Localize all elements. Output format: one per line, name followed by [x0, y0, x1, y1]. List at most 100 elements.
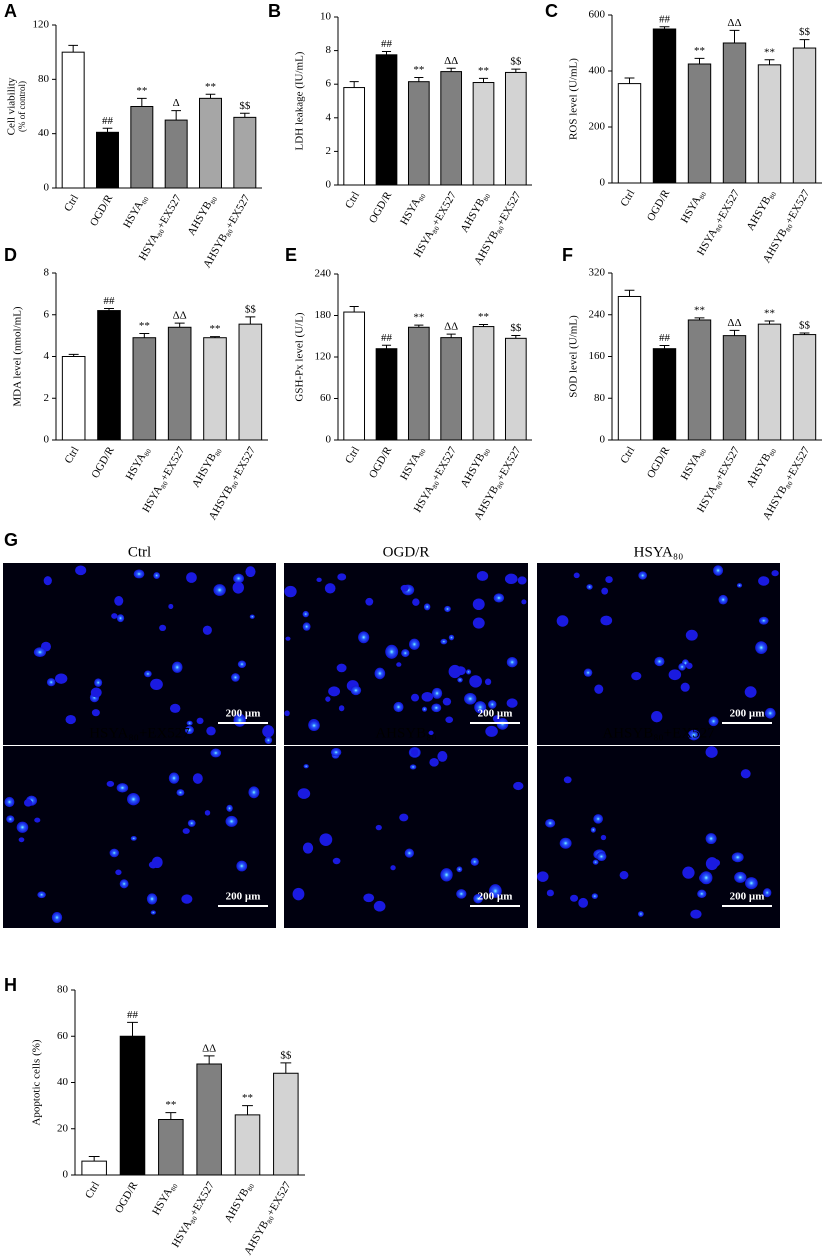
significance-mark: ** [242, 1092, 253, 1104]
nucleus [456, 889, 467, 899]
bar [652, 28, 677, 184]
nucleus [115, 869, 122, 876]
y-tick-label: 4 [326, 111, 332, 123]
nucleus [470, 857, 479, 866]
bar [96, 131, 119, 189]
y-tick-label: 0 [326, 434, 332, 446]
error-bar [446, 67, 456, 72]
bar [81, 1160, 107, 1176]
x-tick-label: AHSYB₈₀ [185, 193, 218, 238]
nucleus [302, 622, 311, 631]
bar [132, 337, 157, 441]
x-tick-label: OGD/R [367, 189, 395, 225]
nucleus [423, 603, 431, 611]
significance-mark: ** [205, 81, 216, 93]
nucleus [133, 569, 145, 579]
panel-label: F [562, 245, 573, 265]
y-axis-label: Apoptotic cells (%) [31, 1039, 43, 1125]
error-bar [511, 335, 521, 339]
x-tick-label: Ctrl [618, 188, 637, 209]
nucleus [34, 817, 41, 823]
nucleus [590, 827, 596, 833]
nucleus [651, 710, 663, 723]
nucleus [65, 714, 76, 725]
nucleus [506, 656, 518, 668]
y-tick-label: 80 [38, 73, 50, 85]
y-tick-label: 240 [315, 268, 332, 280]
nucleus [456, 866, 463, 873]
nucleus [619, 870, 629, 880]
nucleus [583, 668, 593, 677]
nucleus [6, 815, 15, 823]
x-tick-label: OGD/R [89, 444, 117, 480]
panel-label: E [285, 245, 297, 265]
nucleus [476, 571, 489, 581]
nucleus [292, 887, 305, 901]
y-tick-label: 40 [57, 1076, 69, 1088]
nucleus [745, 877, 758, 890]
bar [238, 323, 263, 441]
error-bar [729, 329, 740, 336]
nucleus [421, 706, 428, 712]
nucleus [563, 776, 572, 784]
nucleus [186, 572, 197, 583]
nucleus [248, 786, 260, 799]
nucleus [601, 587, 609, 595]
bar [158, 1119, 184, 1176]
image-title: OGD/R [383, 544, 430, 560]
nucleus [400, 584, 409, 592]
micrograph [3, 746, 276, 928]
bar [792, 334, 817, 441]
significance-mark: ** [139, 320, 150, 332]
image-title: AHSYB₈₀+EX527 [602, 725, 715, 741]
error-bar [104, 307, 114, 311]
nucleus [469, 675, 482, 688]
nucleus [33, 647, 47, 658]
nucleus [488, 700, 497, 709]
nucleus [444, 605, 451, 613]
x-tick-label: OGD/R [113, 1179, 141, 1215]
y-tick-label: 0 [600, 177, 606, 189]
nucleus [24, 799, 33, 807]
nucleus [396, 662, 402, 667]
nucleus [699, 871, 713, 885]
x-tick-label: Ctrl [63, 445, 82, 466]
nucleus [91, 709, 100, 717]
error-bar [659, 26, 670, 29]
nucleus [410, 693, 420, 702]
x-tick-label: AHSYB₈₀ [458, 190, 491, 235]
significance-mark: $$ [510, 322, 522, 334]
x-tick-label: Ctrl [83, 1180, 102, 1201]
panel-label: A [4, 1, 17, 21]
error-bar [245, 316, 256, 325]
panel-label: G [4, 530, 18, 550]
nucleus [210, 748, 222, 758]
bar [375, 54, 398, 186]
nucleus [336, 663, 347, 673]
nucleus [718, 594, 728, 605]
scale-bar-label: 200 µm [730, 708, 765, 720]
nucleus [594, 684, 604, 694]
nucleus [206, 726, 216, 736]
nucleus [493, 593, 505, 603]
significance-mark: ΔΔ [173, 310, 187, 322]
nucleus [363, 893, 375, 903]
nucleus [440, 638, 448, 645]
error-bar [174, 322, 185, 328]
nucleus [697, 889, 707, 898]
nucleus [55, 673, 68, 684]
nucleus [521, 599, 527, 605]
significance-mark: ** [764, 308, 775, 320]
nucleus [385, 644, 399, 659]
x-tick-label: HSYA₈₀ [679, 445, 708, 483]
scale-bar-label: 200 µm [478, 708, 513, 720]
bar [407, 81, 430, 186]
nucleus [182, 828, 190, 834]
micrograph [3, 563, 276, 745]
nucleus [591, 893, 598, 900]
significance-mark: ## [659, 13, 671, 25]
nucleus [429, 758, 439, 767]
error-bar [210, 336, 220, 338]
panel-label: D [4, 245, 17, 265]
nucleus [638, 911, 644, 917]
